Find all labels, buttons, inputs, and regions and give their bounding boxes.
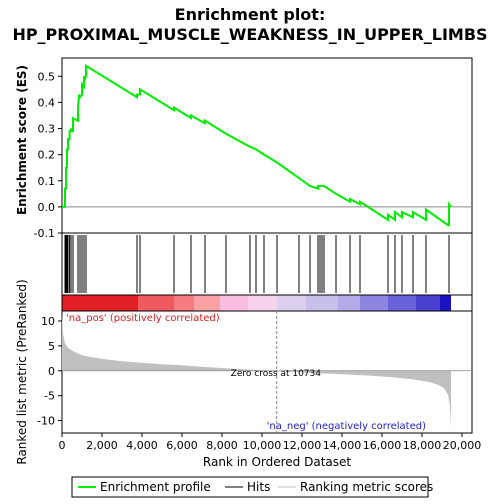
heat-segment [360, 295, 388, 311]
negative-correlation-label: 'na_neg' (negatively correlated) [267, 421, 426, 432]
metric-y-tick-label: -5 [44, 390, 55, 403]
heat-segment [416, 295, 440, 311]
x-axis-label: Rank in Ordered Dataset [203, 455, 351, 469]
es-y-axis-label: Enrichment score (ES) [15, 65, 29, 215]
legend: Enrichment profile Hits Ranking metric s… [72, 477, 433, 497]
heat-segment [194, 295, 220, 311]
heat-segment [277, 295, 306, 311]
hits-panel [62, 233, 472, 295]
hits-frame [62, 233, 472, 295]
zero-cross-label: Zero cross at 10734 [231, 369, 322, 379]
es-y-tick-label: 0.3 [38, 123, 56, 136]
chart-title-line1: Enrichment plot: [175, 5, 326, 24]
x-tick-label: 4,000 [126, 439, 158, 452]
metric-y-tick-label: -10 [37, 415, 55, 428]
es-y-tick-label: 0.0 [38, 201, 56, 214]
metric-panel: -10 -5 0 5 10 'na_pos' (positively correlated… [37, 311, 472, 433]
es-y-tick-label: 0.4 [38, 96, 56, 109]
heat-segment [174, 295, 194, 311]
heat-segment [306, 295, 338, 311]
x-tick-label: 20,000 [443, 439, 482, 452]
x-tick-label: 2,000 [86, 439, 118, 452]
heat-segment [138, 295, 174, 311]
metric-y-axis-label: Ranked list metric (PreRanked) [15, 279, 29, 464]
x-tick-label: 14,000 [323, 439, 362, 452]
es-y-tick-label: -0.1 [34, 227, 55, 240]
heat-segment [248, 295, 277, 311]
heatmap-panel [62, 295, 472, 311]
metric-y-tick-label: 10 [41, 315, 55, 328]
legend-es-label: Enrichment profile [100, 480, 211, 494]
x-tick-label: 12,000 [283, 439, 322, 452]
x-tick-label: 8,000 [206, 439, 238, 452]
heat-segment [440, 295, 451, 311]
heat-segment [62, 295, 138, 311]
legend-metric-label: Ranking metric scores [300, 480, 433, 494]
es-y-tick-label: 0.5 [38, 70, 56, 83]
x-tick-label: 6,000 [166, 439, 198, 452]
heat-segment [338, 295, 360, 311]
x-tick-label: 0 [59, 439, 66, 452]
legend-hits-label: Hits [247, 480, 270, 494]
chart-title-line2: HP_PROXIMAL_MUSCLE_WEAKNESS_IN_UPPER_LIM… [12, 25, 487, 44]
x-tick-label: 16,000 [363, 439, 402, 452]
heat-segment [220, 295, 248, 311]
x-tick-label: 18,000 [403, 439, 442, 452]
metric-y-tick-label: 5 [48, 340, 55, 353]
x-tick-label: 10,000 [243, 439, 282, 452]
es-panel: -0.1 0.0 0.1 0.2 0.3 0.4 0.5 [34, 58, 472, 240]
metric-y-tick-label: 0 [48, 365, 55, 378]
heat-segment [388, 295, 416, 311]
es-y-tick-label: 0.1 [38, 175, 56, 188]
positive-correlation-label: 'na_pos' (positively correlated) [66, 313, 220, 324]
x-axis: 0 2,000 4,000 6,000 8,000 10,000 12,000 14,000 1… [59, 433, 482, 452]
es-y-tick-label: 0.2 [38, 149, 56, 162]
